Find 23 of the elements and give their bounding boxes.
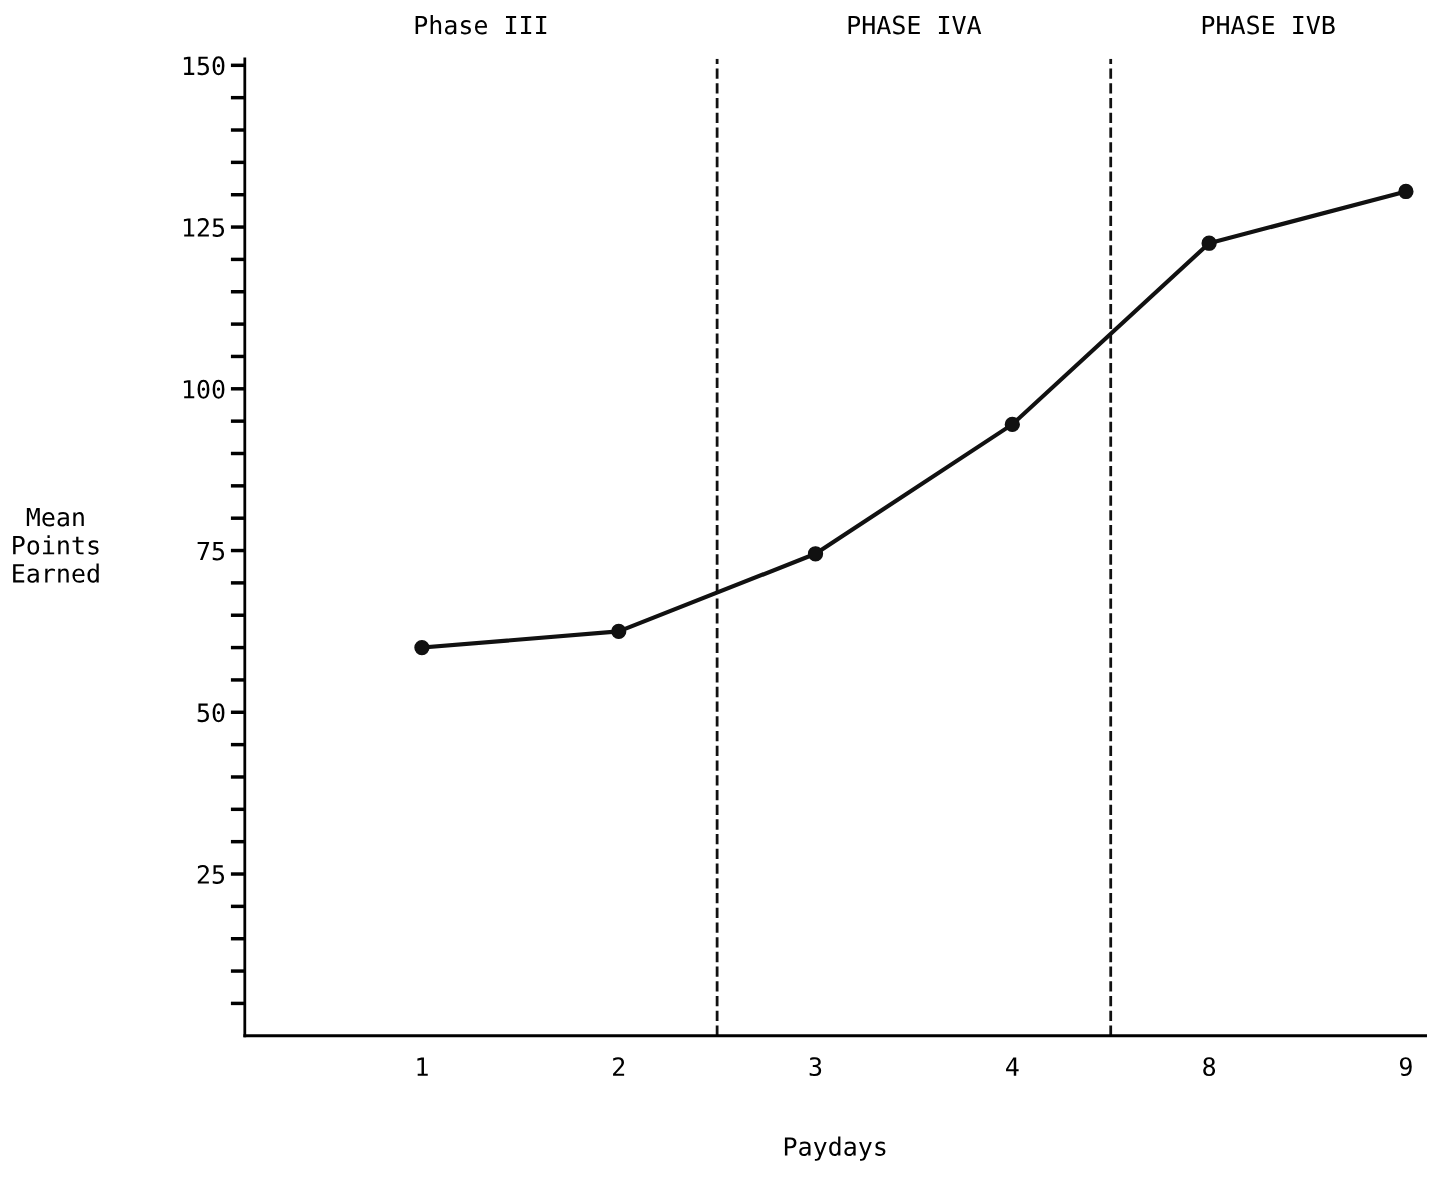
text: PHASE IVB [1202,15,1335,35]
y-tick-label: 25 [197,865,225,884]
y-tick-label: 50 [197,703,225,723]
point [414,639,430,656]
text: PHASE IVA [848,15,982,35]
x-tick-label: 9 [1399,1057,1412,1077]
y-tick-label: 100 [183,379,225,399]
x-tick-label: 4 [1006,1057,1019,1076]
x-tick-label: 8 [1203,1057,1216,1077]
point [1398,183,1414,200]
y-tick-label: 75 [197,541,225,561]
y-tick-label: 150 [183,56,225,76]
point [1201,235,1217,251]
x-tick-label: 1 [417,1057,428,1076]
x-axis-title: Paydays [784,1136,886,1161]
point [1004,416,1020,433]
point [611,623,627,640]
text: Phase III [415,15,547,35]
point [807,546,824,562]
x-tick-label: 2 [613,1057,625,1076]
x-tick-label: 3 [809,1057,822,1077]
y-axis-title: Mean Points Earned [13,507,99,583]
y-tick-label: 125 [183,218,225,237]
